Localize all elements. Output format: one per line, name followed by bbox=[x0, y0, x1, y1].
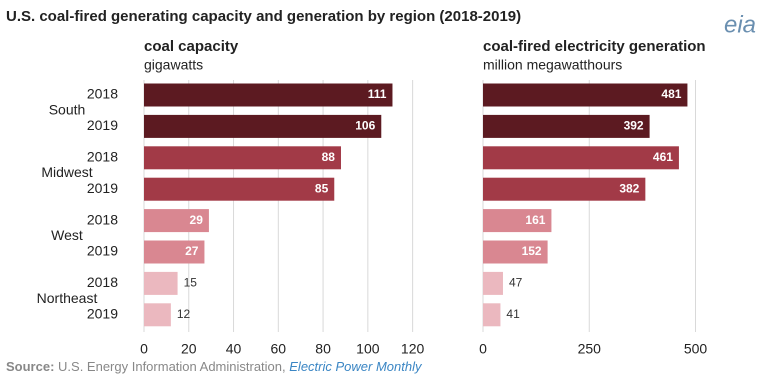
x-tick-label: 40 bbox=[226, 341, 242, 357]
logo: eia bbox=[724, 11, 756, 38]
bar bbox=[483, 303, 501, 327]
y-tick-label: 2018 bbox=[87, 86, 118, 102]
value-label: 111 bbox=[368, 87, 387, 101]
bar bbox=[483, 146, 679, 170]
value-label: 106 bbox=[355, 119, 375, 133]
group-label: West bbox=[51, 227, 83, 243]
y-tick-label: 2018 bbox=[87, 274, 118, 290]
source-label: Source: bbox=[6, 359, 54, 374]
panel-subtitle: gigawatts bbox=[144, 57, 203, 73]
value-label: 41 bbox=[506, 307, 520, 321]
bar bbox=[483, 177, 646, 201]
value-label: 27 bbox=[185, 244, 199, 258]
bar bbox=[144, 146, 341, 170]
value-label: 47 bbox=[509, 276, 523, 290]
group-label: Northeast bbox=[37, 290, 98, 306]
y-tick-label: 2019 bbox=[87, 306, 118, 322]
value-label: 88 bbox=[322, 150, 336, 164]
value-label: 481 bbox=[661, 87, 681, 101]
value-label: 152 bbox=[522, 244, 542, 258]
y-tick-label: 2018 bbox=[87, 149, 118, 165]
value-label: 12 bbox=[177, 307, 191, 321]
value-label: 382 bbox=[619, 181, 639, 195]
panel-title: coal-fired electricity generation bbox=[483, 38, 706, 55]
x-tick-label: 80 bbox=[315, 341, 331, 357]
y-tick-label: 2018 bbox=[87, 211, 118, 227]
value-label: 392 bbox=[624, 119, 644, 133]
bar bbox=[144, 177, 335, 201]
value-label: 29 bbox=[190, 213, 204, 227]
source-link[interactable]: Electric Power Monthly bbox=[289, 359, 423, 374]
panel-title: coal capacity bbox=[144, 38, 239, 55]
value-label: 161 bbox=[525, 213, 545, 227]
x-tick-label: 20 bbox=[181, 341, 197, 357]
x-tick-label: 250 bbox=[578, 341, 602, 357]
bar bbox=[483, 209, 552, 233]
value-label: 461 bbox=[653, 150, 673, 164]
source: Source: U.S. Energy Information Administ… bbox=[6, 359, 423, 374]
x-tick-label: 500 bbox=[684, 341, 708, 357]
y-tick-label: 2019 bbox=[87, 180, 118, 196]
bar bbox=[144, 240, 205, 264]
bar bbox=[483, 240, 548, 264]
source-text: U.S. Energy Information Administration, bbox=[58, 359, 286, 374]
bar bbox=[483, 83, 688, 107]
x-tick-label: 120 bbox=[401, 341, 425, 357]
value-label: 85 bbox=[315, 181, 329, 195]
bar bbox=[144, 83, 393, 107]
x-tick-label: 0 bbox=[479, 341, 487, 357]
y-tick-label: 2019 bbox=[87, 243, 118, 259]
bar bbox=[144, 114, 382, 138]
panel-subtitle: million megawatthours bbox=[483, 57, 622, 73]
bar bbox=[483, 271, 503, 295]
bar bbox=[144, 209, 209, 233]
chart-title: U.S. coal-fired generating capacity and … bbox=[6, 8, 521, 25]
group-label: South bbox=[49, 101, 86, 117]
bar bbox=[483, 114, 650, 138]
bar bbox=[144, 271, 178, 295]
x-tick-label: 100 bbox=[356, 341, 380, 357]
x-tick-label: 0 bbox=[140, 341, 148, 357]
value-label: 15 bbox=[184, 276, 198, 290]
bar bbox=[144, 303, 171, 327]
y-tick-label: 2019 bbox=[87, 117, 118, 133]
group-label: Midwest bbox=[41, 164, 92, 180]
x-tick-label: 60 bbox=[271, 341, 287, 357]
